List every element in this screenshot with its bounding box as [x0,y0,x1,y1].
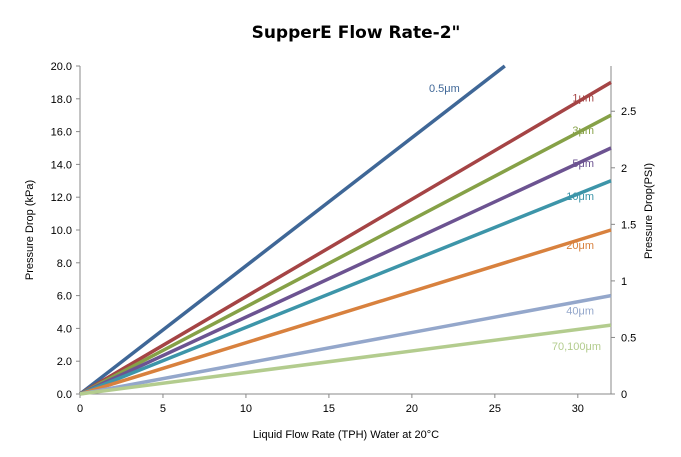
chart-title: SupperE Flow Rate-2" [252,23,461,43]
y-tick-label: 14.0 [51,159,72,171]
x-axis-label: Liquid Flow Rate (TPH) Water at 20°C [253,429,439,441]
series-line [79,228,612,396]
plot-area: 0.0 2.0 4.0 6.0 8.0 10.0 12.0 14.0 16.0 18.0 20.0 0… [51,61,637,415]
series-line [79,323,612,396]
series-label: 1μm [572,92,594,104]
series-line [79,146,612,396]
series-line [79,179,612,396]
series-line [78,64,506,396]
y-tick-label: 0.0 [57,389,72,401]
series-label: 20μm [566,240,594,252]
y2-tick-label: 0 [621,389,627,401]
series-line [79,80,612,396]
y2-tick-label: 0.5 [621,332,636,344]
x-tick-label: 25 [489,403,501,415]
series-label: 10μm [566,191,594,203]
series-line [79,113,612,396]
series-label: 5μm [572,158,594,170]
series-label: 40μm [566,306,594,318]
y-tick-label: 16.0 [51,127,72,139]
y-tick-label: 2.0 [57,356,72,368]
y-tick-label: 10.0 [51,225,72,237]
y-tick-label: 6.0 [57,291,72,303]
y-axis-label: Pressure Drop (kPa) [24,180,36,280]
x-tick-label: 0 [77,403,83,415]
y2-tick-label: 1 [621,276,627,288]
y-tick-label: 12.0 [51,192,72,204]
x-tick-label: 5 [160,403,166,415]
series-label: 70,100μm [552,341,601,353]
y-tick-label: 8.0 [57,258,72,270]
y2-tick-label: 1.5 [621,219,636,231]
series-line [79,293,612,396]
y2-tick-label: 2.5 [621,106,636,118]
series-label: 0.5μm [429,83,460,95]
y-tick-label: 18.0 [51,94,72,106]
y-tick-label: 20.0 [51,61,72,73]
y2-axis-label: Pressure Drop(PSI) [643,163,655,259]
x-tick-label: 10 [240,403,252,415]
y-tick-label: 4.0 [57,323,72,335]
y2-tick-label: 2 [621,163,627,175]
x-tick-label: 15 [323,403,335,415]
series-label: 3μm [572,125,594,137]
x-tick-label: 30 [572,403,584,415]
x-tick-label: 20 [406,403,418,415]
